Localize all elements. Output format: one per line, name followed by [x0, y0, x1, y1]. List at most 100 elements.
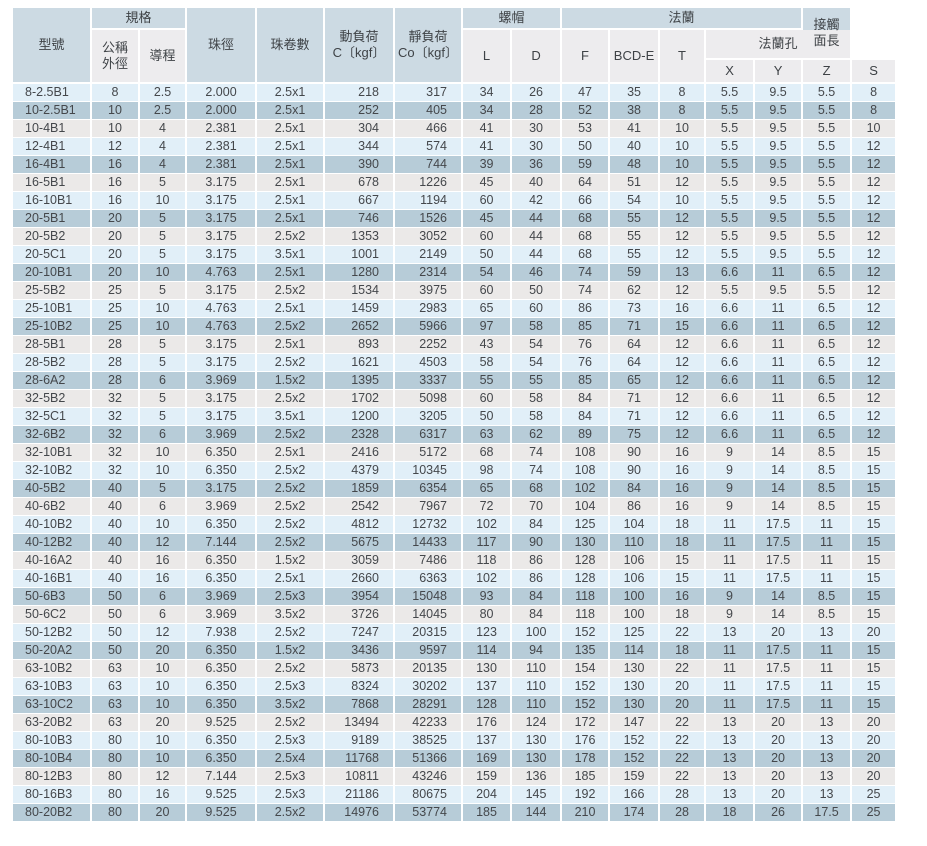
cell-nominal-od: 40 [92, 516, 140, 534]
cell-Z: 11 [803, 570, 853, 588]
cell-Z: 5.5 [803, 84, 853, 102]
cell-F: 74 [562, 282, 611, 300]
cell-D: 58 [512, 390, 563, 408]
cell-L: 43 [463, 336, 513, 354]
cell-lead: 4 [140, 120, 188, 138]
cell-X: 5.5 [706, 102, 756, 120]
cell-nominal-od: 12 [92, 138, 140, 156]
cell-Z: 6.5 [803, 354, 853, 372]
cell-Y: 9.5 [755, 156, 804, 174]
cell-lead: 10 [140, 732, 188, 750]
cell-F: 66 [562, 192, 611, 210]
cell-ball-circuits: 2.5x2 [257, 354, 326, 372]
cell-dynamic-load: 2652 [325, 318, 396, 336]
cell-lead: 20 [140, 804, 188, 822]
cell-ball-diameter: 9.525 [187, 804, 258, 822]
cell-X: 6.6 [706, 318, 756, 336]
spec-row: 28-5B1 28 5 3.175 2.5x1 893 2252 43 54 7… [13, 336, 898, 354]
cell-T: 15 [660, 318, 707, 336]
cell-S: 25 [852, 804, 898, 822]
cell-static-load: 12732 [395, 516, 464, 534]
cell-static-load: 20315 [395, 624, 464, 642]
cell-T: 12 [660, 228, 707, 246]
cell-nominal-od: 32 [92, 408, 140, 426]
cell-L: 39 [463, 156, 513, 174]
cell-L: 68 [463, 444, 513, 462]
cell-T: 12 [660, 246, 707, 264]
cell-X: 6.6 [706, 336, 756, 354]
cell-static-load: 7486 [395, 552, 464, 570]
cell-T: 18 [660, 516, 707, 534]
cell-S: 12 [852, 138, 898, 156]
cell-L: 45 [463, 174, 513, 192]
cell-BCD-E: 40 [610, 138, 661, 156]
cell-T: 22 [660, 750, 707, 768]
cell-model: 40-16A2 [13, 552, 92, 570]
cell-nominal-od: 8 [92, 84, 140, 102]
cell-D: 58 [512, 318, 563, 336]
cell-ball-circuits: 2.5x2 [257, 282, 326, 300]
cell-X: 5.5 [706, 210, 756, 228]
spec-row: 32-5B2 32 5 3.175 2.5x2 1702 5098 60 58 … [13, 390, 898, 408]
col-header-ball-diameter: 珠徑 [187, 8, 258, 84]
cell-lead: 6 [140, 606, 188, 624]
cell-F: 118 [562, 606, 611, 624]
cell-T: 12 [660, 426, 707, 444]
cell-static-load: 14045 [395, 606, 464, 624]
cell-D: 44 [512, 228, 563, 246]
cell-ball-diameter: 3.175 [187, 246, 258, 264]
cell-Z: 5.5 [803, 246, 853, 264]
cell-Y: 9.5 [755, 210, 804, 228]
cell-dynamic-load: 2328 [325, 426, 396, 444]
spec-row: 80-16B3 80 16 9.525 2.5x3 21186 80675 20… [13, 786, 898, 804]
cell-static-load: 38525 [395, 732, 464, 750]
cell-model: 28-6A2 [13, 372, 92, 390]
cell-D: 124 [512, 714, 563, 732]
cell-X: 11 [706, 678, 756, 696]
cell-L: 102 [463, 570, 513, 588]
cell-L: 60 [463, 228, 513, 246]
cell-D: 130 [512, 732, 563, 750]
cell-lead: 10 [140, 750, 188, 768]
cell-model: 20-5B2 [13, 228, 92, 246]
cell-static-load: 1194 [395, 192, 464, 210]
cell-X: 11 [706, 516, 756, 534]
cell-S: 15 [852, 678, 898, 696]
cell-model: 63-20B2 [13, 714, 92, 732]
cell-D: 36 [512, 156, 563, 174]
cell-ball-diameter: 3.175 [187, 390, 258, 408]
cell-dynamic-load: 2542 [325, 498, 396, 516]
cell-lead: 10 [140, 696, 188, 714]
cell-lead: 16 [140, 552, 188, 570]
cell-model: 32-10B2 [13, 462, 92, 480]
col-group-nut: 螺帽 [463, 8, 563, 30]
cell-dynamic-load: 1001 [325, 246, 396, 264]
cell-ball-circuits: 1.5x2 [257, 642, 326, 660]
cell-ball-diameter: 6.350 [187, 678, 258, 696]
cell-nominal-od: 80 [92, 786, 140, 804]
cell-ball-circuits: 2.5x1 [257, 120, 326, 138]
col-header-Z: Z [803, 60, 853, 84]
cell-T: 16 [660, 462, 707, 480]
cell-lead: 5 [140, 210, 188, 228]
cell-lead: 6 [140, 372, 188, 390]
cell-lead: 5 [140, 390, 188, 408]
cell-F: 128 [562, 552, 611, 570]
cell-S: 12 [852, 336, 898, 354]
cell-T: 16 [660, 480, 707, 498]
cell-S: 12 [852, 426, 898, 444]
cell-static-load: 2314 [395, 264, 464, 282]
cell-BCD-E: 130 [610, 678, 661, 696]
cell-F: 152 [562, 678, 611, 696]
cell-lead: 10 [140, 516, 188, 534]
cell-F: 64 [562, 174, 611, 192]
cell-nominal-od: 80 [92, 732, 140, 750]
cell-model: 32-5B2 [13, 390, 92, 408]
cell-BCD-E: 48 [610, 156, 661, 174]
cell-T: 12 [660, 390, 707, 408]
cell-L: 55 [463, 372, 513, 390]
cell-lead: 10 [140, 300, 188, 318]
cell-static-load: 744 [395, 156, 464, 174]
cell-BCD-E: 166 [610, 786, 661, 804]
cell-nominal-od: 10 [92, 120, 140, 138]
